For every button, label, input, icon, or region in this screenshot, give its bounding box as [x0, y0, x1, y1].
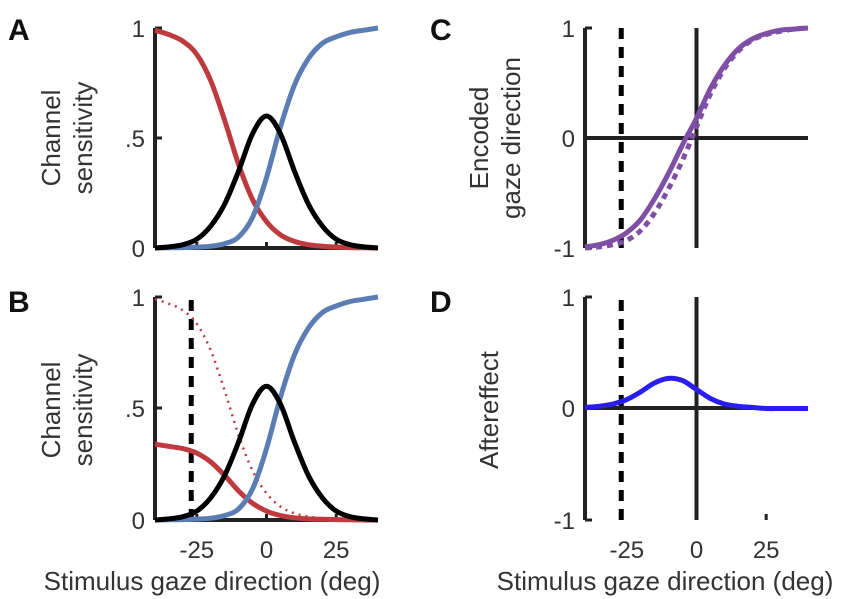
panel-b-ylabel-line2: sensitivity [68, 354, 98, 467]
panel-d-ytick-label: 0 [562, 396, 575, 423]
panel-letter-b: B [8, 286, 30, 319]
panel-b-xtick-label: 25 [323, 537, 350, 564]
panel-c-ylabel-line2: gaze direction [496, 57, 526, 219]
panel-letter-c: C [430, 14, 452, 47]
panel-d-ylabel-line1: Aftereffect [474, 350, 504, 469]
panel-b-ylabel-line1: Channel [36, 362, 66, 459]
panel-b-ylabel: Channel sensitivity [36, 354, 98, 467]
panel-c-ytick-label: 0 [562, 126, 575, 153]
panel-a-ylabel: Channel sensitivity [36, 82, 98, 195]
panel-c-ytick-label: -1 [554, 236, 575, 263]
panel-b-xtick-label: -25 [179, 537, 214, 564]
panel-d-ytick-label: 1 [562, 285, 575, 312]
panel-c-ylabel-line1: Encoded [464, 87, 494, 190]
panel-b-xtick-label: 0 [260, 537, 273, 564]
panel-b-ytick-label: 1 [132, 285, 145, 312]
panel-a-ylabel-line2: sensitivity [68, 82, 98, 195]
panel-b-series-2-line [154, 294, 379, 523]
panel-b-ytick-label: 0 [132, 508, 145, 535]
panel-letter-a: A [8, 14, 30, 47]
panel-b-ytick-label: .5 [125, 396, 145, 423]
panel-c-plot: -1 0 1 [554, 16, 809, 263]
panel-c-ylabel: Encoded gaze direction [464, 57, 526, 219]
panel-d-xtick-label: 25 [753, 537, 780, 564]
panel-d-ylabel: Aftereffect [474, 350, 504, 469]
panel-b-series-3-line [154, 383, 379, 523]
panel-d-plot: -1 0 1 -25 0 25 [554, 285, 808, 564]
panel-c-series-1-line [584, 25, 809, 251]
panel-d-xtick-label: -25 [609, 537, 644, 564]
panel-a-plot: 0.51 [125, 16, 379, 263]
panel-d-ytick-label: -1 [554, 508, 575, 535]
panel-d-xlabel: Stimulus gaze direction (deg) [497, 566, 834, 596]
panel-b-plot: 0 .5 1 -25 0 25 [125, 285, 379, 564]
panel-a-series-2-line [154, 113, 379, 251]
panel-letter-d: D [430, 286, 452, 319]
panel-a-ylabel-line1: Channel [36, 90, 66, 187]
panel-a-series-1-line [154, 25, 379, 251]
panel-b-xlabel: Stimulus gaze direction (deg) [44, 566, 381, 596]
panel-a-ytick-label: 0 [132, 236, 145, 263]
panel-d-series-0-line [584, 375, 808, 412]
panel-c-ytick-label: 1 [562, 16, 575, 43]
panel-d-xtick-label: 0 [690, 537, 703, 564]
panel-b-series-0-line [154, 441, 378, 523]
panel-b-series-1-line [154, 298, 379, 522]
panel-a-series-0-line [154, 27, 379, 251]
panel-a-ytick-label: 1 [132, 16, 145, 43]
panel-a-ytick-label: .5 [125, 126, 145, 153]
